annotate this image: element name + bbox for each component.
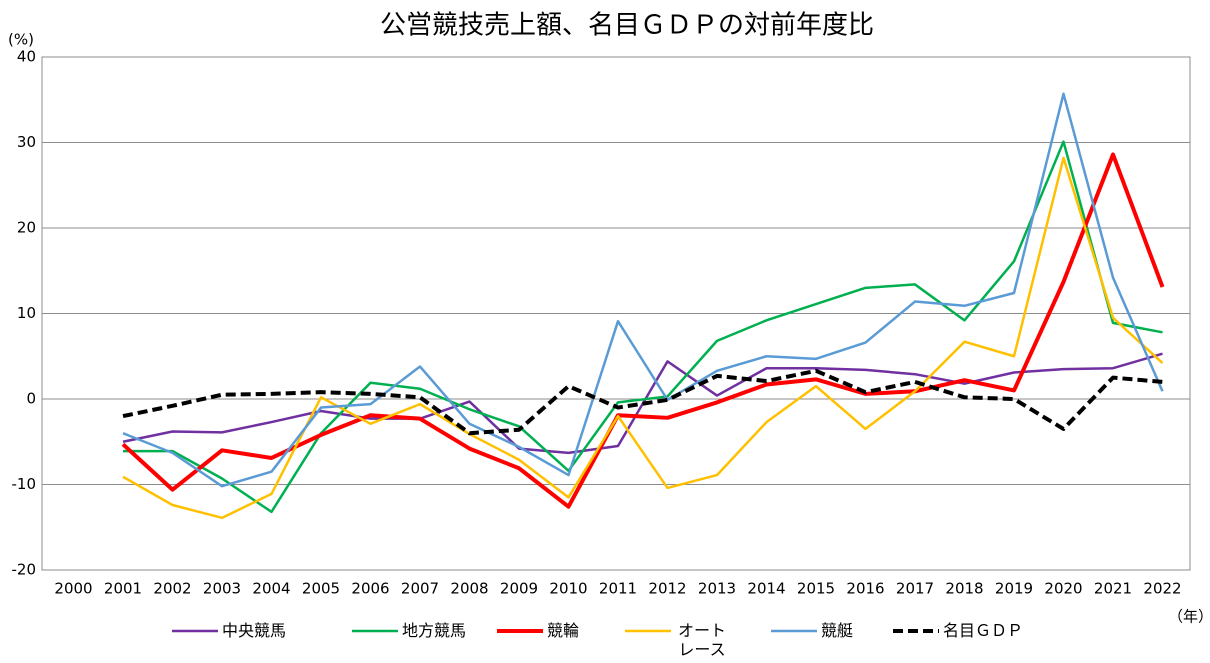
legend-label: 名目ＧＤＰ: [943, 621, 1024, 640]
y-tick-label: 0: [26, 390, 36, 408]
x-tick-label: 2016: [846, 580, 884, 598]
legend-label: 競輪: [547, 621, 580, 640]
x-tick-label: 2018: [945, 580, 983, 598]
x-tick-label: 2020: [1044, 580, 1082, 598]
x-tick-label: 2013: [698, 580, 736, 598]
x-tick-label: 2014: [747, 580, 785, 598]
x-tick-label: 2004: [252, 580, 290, 598]
x-tick-label: 2007: [401, 580, 439, 598]
y-tick-label: 30: [17, 133, 36, 151]
legend-label: 中央競馬: [222, 621, 287, 640]
x-tick-label: 2008: [450, 580, 488, 598]
series-line: [122, 156, 1164, 520]
legend-label: 地方競馬: [402, 621, 467, 640]
series-line: [122, 92, 1164, 488]
x-tick-label: 2015: [797, 580, 835, 598]
x-tick-label: 2021: [1094, 580, 1132, 598]
series-line: [122, 368, 1163, 436]
series-line: [123, 140, 1163, 514]
x-tick-label: 2003: [203, 580, 241, 598]
x-tick-label: 2012: [648, 580, 686, 598]
y-tick-label: -10: [12, 475, 37, 493]
x-tick-label: 2019: [995, 580, 1033, 598]
y-tick-label: 40: [17, 48, 36, 66]
y-tick-label: -20: [12, 561, 37, 579]
legend-label: 競艇: [821, 621, 854, 640]
plot-frame: [41, 56, 1191, 571]
x-tick-label: 2022: [1143, 580, 1181, 598]
y-tick-label: 10: [17, 304, 36, 322]
x-tick-label: 2009: [500, 580, 538, 598]
x-tick-label: 2006: [351, 580, 389, 598]
x-tick-label: 2011: [599, 580, 637, 598]
y-unit: (%): [8, 31, 34, 49]
y-tick-label: 20: [17, 219, 36, 237]
x-tick-label: 2002: [153, 580, 191, 598]
x-tick-label: 2001: [104, 580, 142, 598]
x-tick-label: 2005: [302, 580, 340, 598]
legend-label: オートレース: [677, 621, 726, 659]
x-tick-label: 2000: [54, 580, 92, 598]
chart-title: 公営競技売上額、名目ＧＤＰの対前年度比: [380, 11, 874, 41]
x-unit: （年）: [1168, 608, 1210, 626]
x-tick-label: 2017: [896, 580, 934, 598]
x-tick-label: 2010: [549, 580, 587, 598]
